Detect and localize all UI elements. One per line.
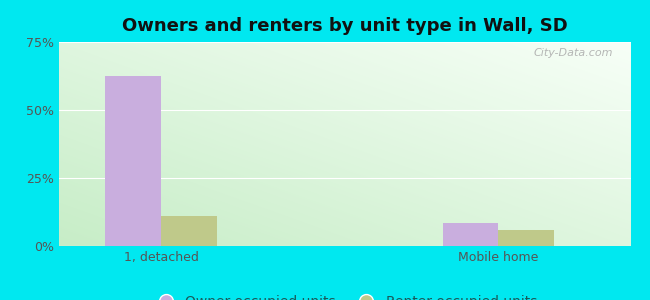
Bar xyxy=(161,216,217,246)
Bar xyxy=(105,76,161,246)
Text: City-Data.com: City-Data.com xyxy=(534,48,614,58)
Title: Owners and renters by unit type in Wall, SD: Owners and renters by unit type in Wall,… xyxy=(122,17,567,35)
Legend: Owner occupied units, Renter occupied units: Owner occupied units, Renter occupied un… xyxy=(146,290,543,300)
Bar xyxy=(443,223,499,246)
Bar xyxy=(499,230,554,246)
